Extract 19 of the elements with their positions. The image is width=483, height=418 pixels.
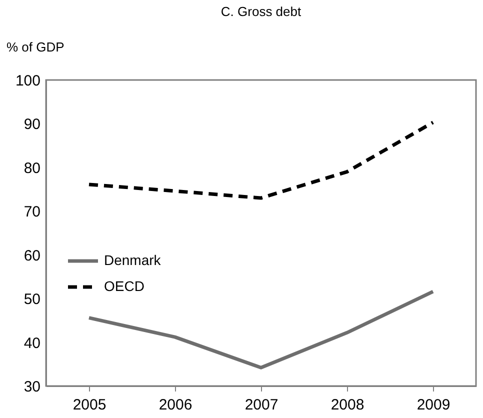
y-tick-label: 50 bbox=[24, 291, 40, 308]
line-series bbox=[87, 290, 435, 370]
y-tick-label: 70 bbox=[24, 204, 40, 221]
x-tick-label: 2006 bbox=[158, 396, 192, 414]
y-tick-label: 30 bbox=[24, 378, 40, 396]
y-tick-label: 90 bbox=[24, 116, 40, 134]
legend-label: OECD bbox=[104, 278, 144, 294]
x-tick-label: 2005 bbox=[72, 396, 106, 414]
chart-title: C. Gross debt bbox=[220, 4, 302, 19]
y-axis-title: % of GDP bbox=[6, 40, 64, 54]
x-tick-label: 2007 bbox=[244, 396, 278, 414]
x-tick-label: 2008 bbox=[330, 396, 364, 414]
line-series bbox=[87, 120, 435, 200]
x-tick-label: 2009 bbox=[416, 396, 450, 414]
y-tick-label: 80 bbox=[24, 160, 40, 177]
legend-label: Denmark bbox=[104, 252, 162, 268]
y-tick-label: 60 bbox=[24, 247, 40, 264]
y-tick-label: 40 bbox=[24, 334, 40, 352]
y-tick-label: 100 bbox=[15, 72, 40, 90]
